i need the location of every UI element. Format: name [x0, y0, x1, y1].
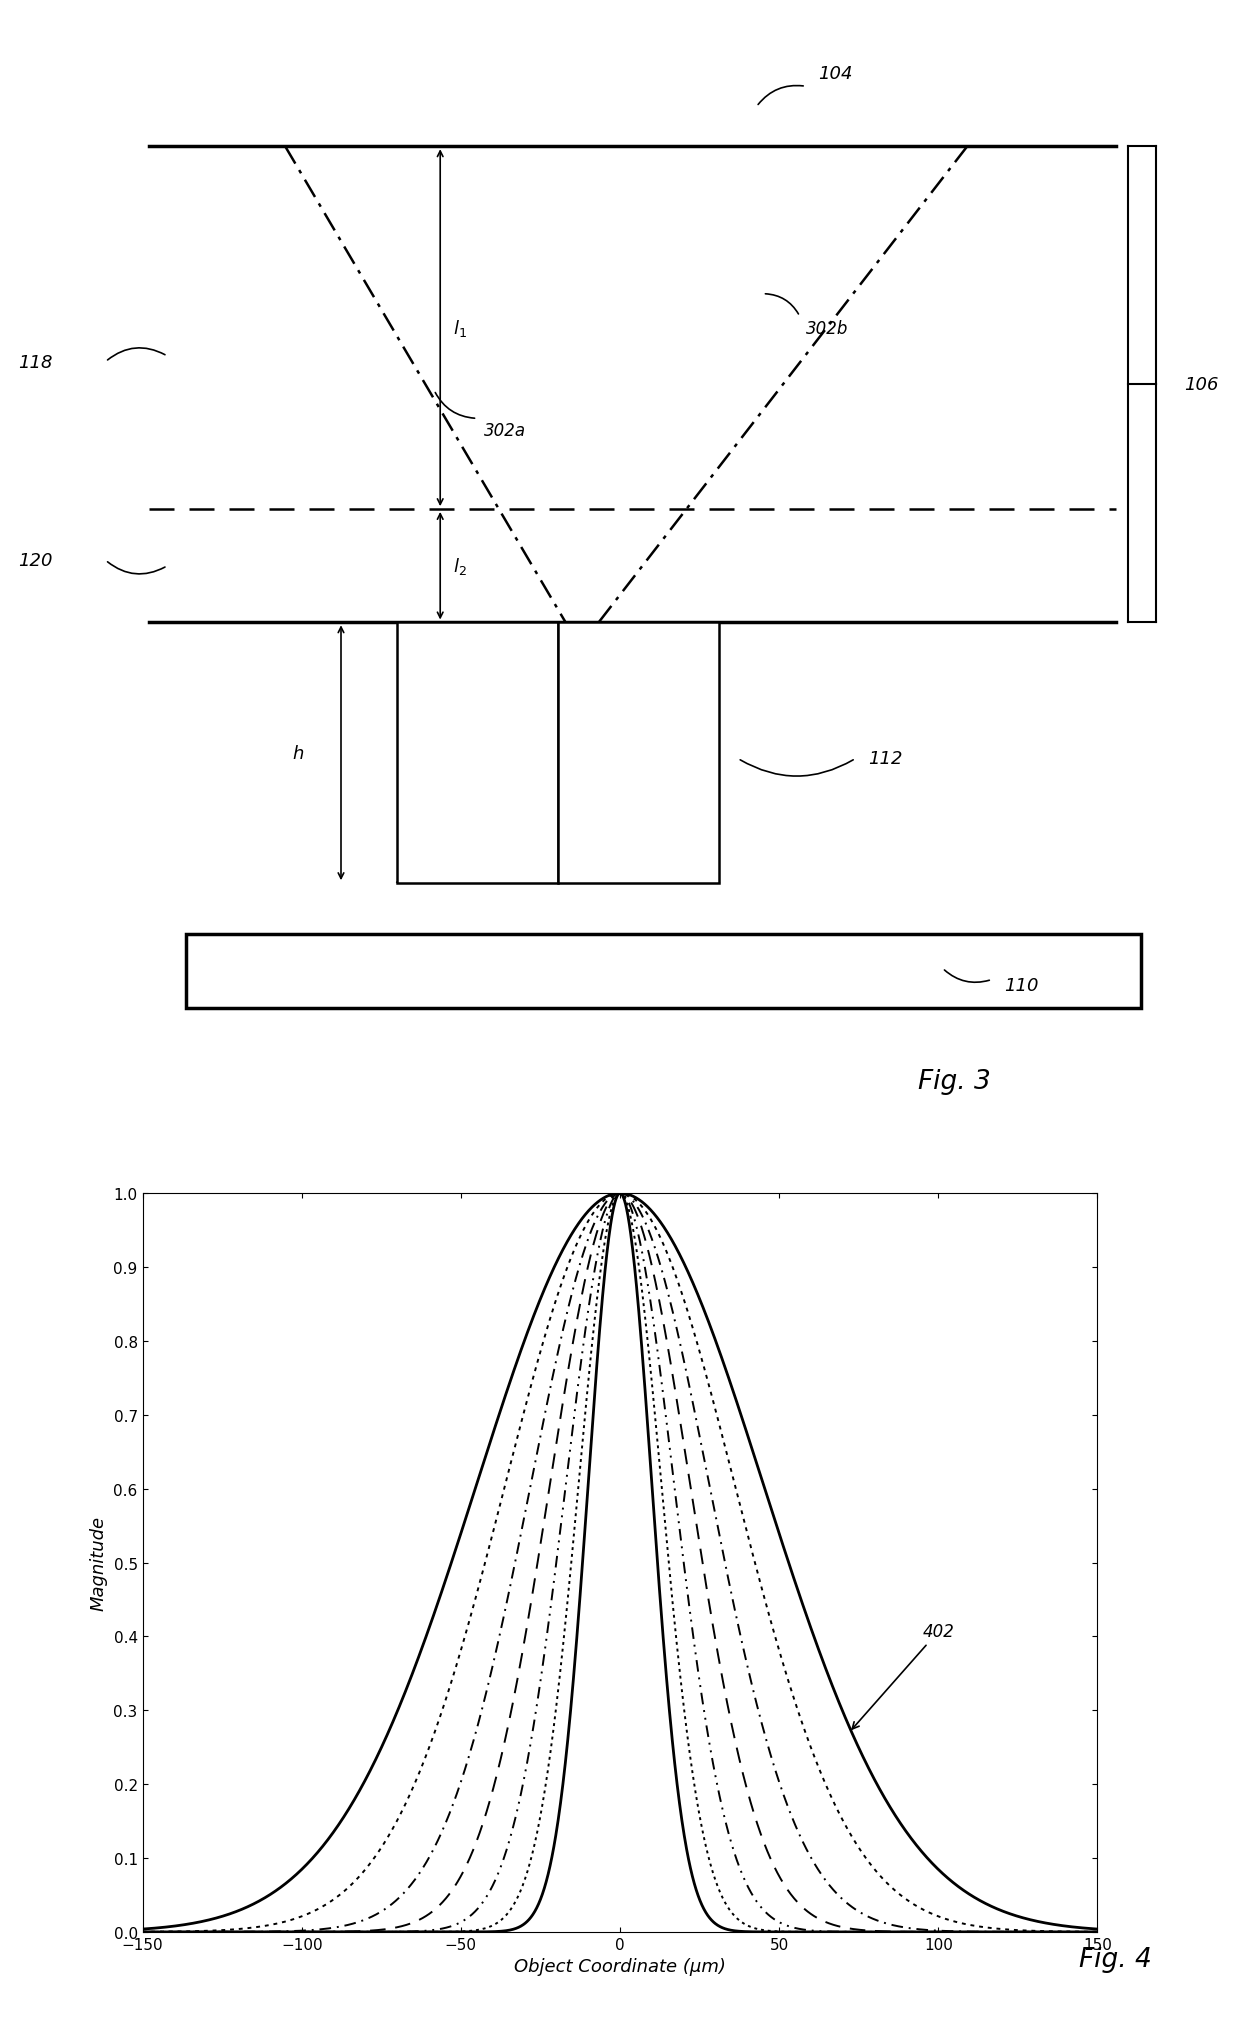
Text: 302a: 302a [484, 421, 526, 439]
Y-axis label: Magnitude: Magnitude [91, 1515, 108, 1610]
Text: 302b: 302b [806, 320, 848, 338]
Text: Fig. 3: Fig. 3 [918, 1068, 991, 1094]
Text: $h$: $h$ [291, 744, 304, 763]
Text: 112: 112 [868, 751, 903, 769]
Text: $d$: $d$ [639, 785, 652, 801]
Text: 120: 120 [19, 552, 53, 570]
Text: 104: 104 [818, 65, 853, 83]
Text: $l_2$: $l_2$ [453, 556, 466, 577]
Text: 118: 118 [19, 354, 53, 372]
Text: $l_1$: $l_1$ [453, 318, 466, 340]
Bar [397, 623, 558, 884]
X-axis label: Object Coordinate (μm): Object Coordinate (μm) [515, 1958, 725, 1974]
Text: 402: 402 [852, 1622, 955, 1730]
Bar [558, 623, 719, 884]
Bar [186, 935, 1141, 1007]
Text: Fig. 4: Fig. 4 [1079, 1946, 1152, 1972]
Text: 110: 110 [1004, 977, 1039, 995]
Text: 106: 106 [1184, 376, 1219, 394]
